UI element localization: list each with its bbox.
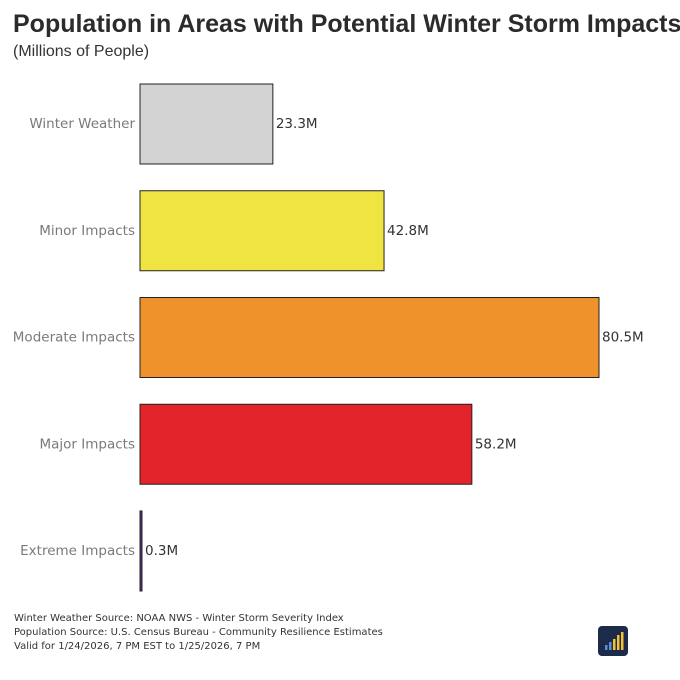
- value-label-extreme-impacts: 0.3M: [145, 543, 178, 559]
- category-label-minor-impacts: Minor Impacts: [39, 223, 135, 239]
- category-label-winter-weather: Winter Weather: [29, 116, 135, 132]
- value-label-moderate-impacts: 80.5M: [602, 330, 644, 346]
- footer-line-weather-source: Winter Weather Source: NOAA NWS - Winter…: [14, 613, 344, 624]
- bar-chart-logo-icon: [598, 626, 628, 656]
- value-label-major-impacts: 58.2M: [475, 436, 517, 452]
- category-label-extreme-impacts: Extreme Impacts: [20, 543, 135, 559]
- footer-line-valid-period: Valid for 1/24/2026, 7 PM EST to 1/25/20…: [14, 641, 261, 652]
- bar-winter-weather: [139, 83, 274, 165]
- value-label-minor-impacts: 42.8M: [387, 223, 429, 239]
- chart-subtitle: (Millions of People): [13, 43, 150, 60]
- bar-chart: Winter Weather 23.3M Minor Impacts 42.8M Mod…: [13, 83, 644, 592]
- chart-title: Population in Areas with Potential Winte…: [13, 10, 680, 38]
- category-label-moderate-impacts: Moderate Impacts: [13, 330, 135, 346]
- bar-major-impacts: [139, 403, 473, 485]
- footer-line-population-source: Population Source: U.S. Census Bureau - …: [14, 627, 383, 638]
- source-footer: Winter Weather Source: NOAA NWS - Winter…: [14, 612, 383, 654]
- bar-extreme-impacts: [139, 510, 143, 592]
- bar-moderate-impacts: [139, 297, 600, 378]
- value-label-winter-weather: 23.3M: [276, 116, 318, 132]
- category-label-major-impacts: Major Impacts: [40, 436, 136, 452]
- bar-minor-impacts: [139, 190, 385, 272]
